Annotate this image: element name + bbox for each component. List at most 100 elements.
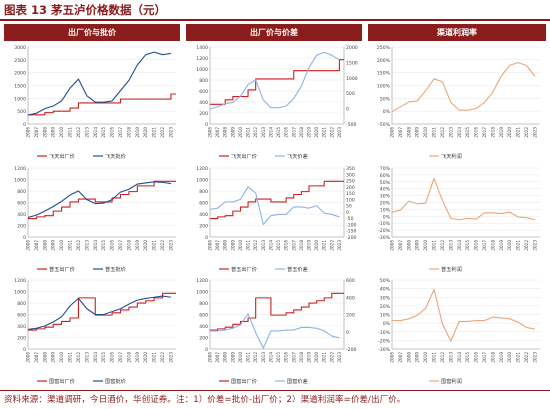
y2-tick-label: -150: [346, 229, 357, 235]
chart-guojiao-price: 0 200 400 600 800 1000 1200 2006 2007 2008 2009 201…: [4, 276, 182, 386]
x-tick-label: 2009: [51, 352, 56, 363]
x-tick-label: 2017: [291, 352, 296, 363]
x-tick-label: 2021: [322, 352, 327, 363]
y-tick-label: 200: [199, 336, 208, 342]
x-tick-label: 2019: [499, 240, 504, 251]
x-tick-label: 2020: [314, 352, 319, 363]
x-tick-label: 2007: [398, 127, 403, 138]
source-rule: [0, 390, 550, 391]
x-tick-label: 2016: [110, 240, 115, 251]
y2-tick-label: -50: [346, 216, 354, 222]
x-tick-label: 2022: [524, 127, 529, 138]
x-tick-label: 2022: [160, 240, 165, 251]
y-tick-label: 3000: [14, 45, 26, 51]
x-tick-label: 2008: [406, 127, 411, 138]
x-tick-label: 2023: [168, 240, 173, 251]
y-tick-label: 10%: [380, 207, 391, 213]
x-tick-label: 2017: [118, 352, 123, 363]
x-tick-label: 2017: [118, 127, 123, 138]
x-tick-label: 2023: [337, 352, 342, 363]
x-tick-label: 2013: [261, 240, 266, 251]
title-rule: [0, 19, 550, 21]
y-tick-label: 100%: [377, 84, 391, 90]
legend-label: 国窖出厂价: [231, 377, 258, 385]
x-tick-label: 2018: [299, 352, 304, 363]
y-tick-label: 0: [23, 235, 26, 241]
y2-tick-label: 0: [346, 107, 349, 113]
x-tick-label: 2013: [84, 127, 89, 138]
x-tick-label: 2008: [42, 352, 47, 363]
x-tick-label: 2017: [291, 240, 296, 251]
x-tick-label: 2020: [143, 352, 148, 363]
x-tick-label: 2015: [465, 240, 470, 251]
x-tick-label: 2006: [390, 240, 395, 251]
x-tick-label: 2021: [516, 352, 521, 363]
header-channel-margin: 渠道利润率: [368, 24, 546, 41]
x-tick-label: 2022: [329, 127, 334, 138]
y-tick-label: 50%: [380, 180, 391, 186]
x-tick-label: 2020: [143, 127, 148, 138]
x-tick-label: 2019: [306, 352, 311, 363]
x-tick-label: 2006: [208, 352, 213, 363]
x-tick-label: 2006: [26, 352, 31, 363]
y2-tick-label: 1000: [346, 76, 358, 82]
y-tick-label: 1000: [196, 290, 208, 296]
chart-wuliangye-spread: 0 200 400 600 800 1000 1200 -200 -150 -100 -50 0 50 1…: [186, 164, 364, 274]
series-line: [28, 93, 176, 116]
x-tick-label: 2023: [532, 127, 537, 138]
chart-feitian-margin: -50% 0% 50% 100% 150% 200% 250% 2006 2007 2008 200…: [368, 43, 546, 161]
series-line: [27, 295, 172, 330]
x-tick-label: 2013: [261, 127, 266, 138]
x-tick-label: 2009: [51, 240, 56, 251]
y2-tick-label: 300: [346, 172, 355, 178]
x-tick-label: 2018: [126, 240, 131, 251]
legend-label: 飞天出厂价: [231, 152, 258, 160]
y-tick-label: 1000: [14, 178, 26, 184]
x-tick-label: 2018: [490, 240, 495, 251]
y-tick-label: 50%: [380, 96, 391, 102]
x-tick-label: 2011: [68, 127, 73, 138]
chart-wuliangye-margin: -30% -20% -10% 0% 10% 20% 30% 40% 50% 60% 70% 2006 2…: [368, 164, 546, 274]
source-note: 资料来源：渠道调研，今日酒价，华创证券。注：1）价差=批价-出厂价；2）渠道利润…: [4, 395, 406, 405]
y-tick-label: 400: [17, 212, 26, 218]
y-tick-label: 2500: [14, 58, 26, 64]
y-tick-label: 0: [205, 122, 208, 128]
chart-guojiao-spread: 0 200 400 600 800 1000 1200 -200 0 200 400 600 2006 2…: [186, 276, 364, 386]
x-tick-label: 2017: [482, 127, 487, 138]
y-tick-label: 20%: [380, 304, 391, 310]
x-tick-label: 2021: [516, 240, 521, 251]
y-tick-label: -50%: [378, 122, 391, 128]
x-tick-label: 2013: [261, 352, 266, 363]
x-tick-label: 2007: [34, 127, 39, 138]
y-tick-label: 1200: [14, 278, 26, 284]
y-tick-label: 1200: [196, 166, 208, 172]
x-tick-label: 2020: [314, 127, 319, 138]
x-tick-label: 2022: [524, 240, 529, 251]
y-tick-label: 400: [199, 324, 208, 330]
y-tick-label: -10%: [378, 221, 391, 227]
x-tick-label: 2009: [415, 352, 420, 363]
x-tick-label: 2021: [516, 127, 521, 138]
y2-tick-label: 0: [346, 330, 349, 336]
x-tick-label: 2014: [93, 127, 98, 138]
y-tick-label: 200%: [377, 58, 391, 64]
x-tick-label: 2008: [406, 352, 411, 363]
x-tick-label: 2022: [524, 352, 529, 363]
x-tick-label: 2006: [208, 127, 213, 138]
legend-label: 普五价差: [287, 265, 308, 273]
y2-tick-label: 1500: [346, 60, 358, 66]
y-tick-label: 1200: [196, 56, 208, 62]
series-line: [210, 292, 344, 331]
y2-tick-label: 200: [346, 185, 355, 191]
x-tick-label: 2023: [168, 127, 173, 138]
x-tick-label: 2012: [76, 127, 81, 138]
x-tick-label: 2010: [59, 127, 64, 138]
series-line: [209, 51, 340, 110]
y-tick-label: 1200: [196, 278, 208, 284]
y2-tick-label: 250: [346, 179, 355, 185]
x-tick-label: 2010: [423, 240, 428, 251]
y2-tick-label: 600: [346, 278, 355, 284]
chart-guojiao-margin: -30% -20% -10% 0% 10% 20% 30% 40% 50% 2006 2007 200…: [368, 276, 546, 386]
x-tick-label: 2013: [448, 127, 453, 138]
x-tick-label: 2010: [423, 352, 428, 363]
